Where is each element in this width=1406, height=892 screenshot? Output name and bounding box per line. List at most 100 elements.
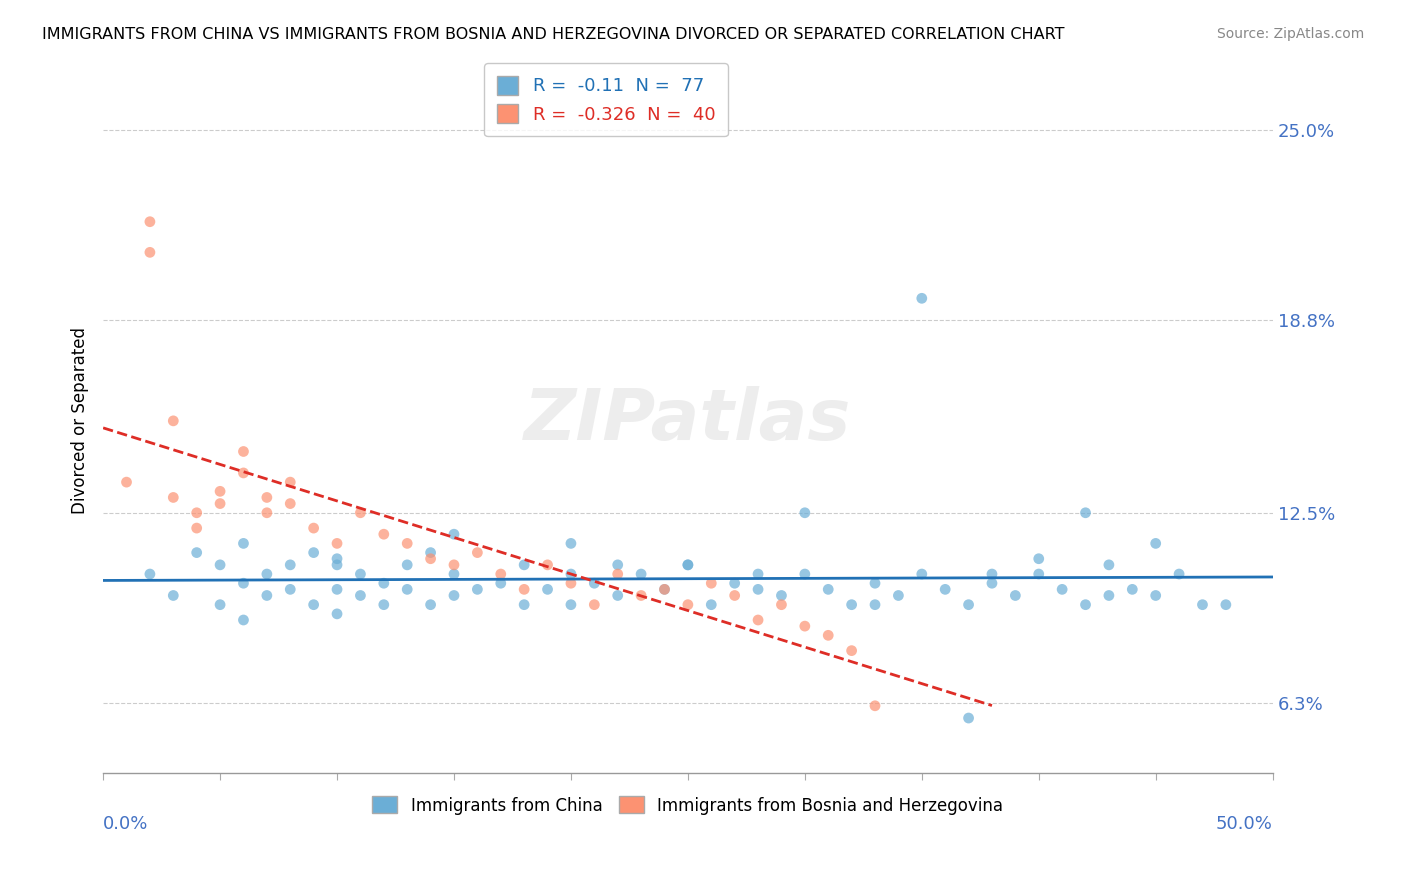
- Point: [302, 598, 325, 612]
- Point: [700, 598, 723, 612]
- Point: [373, 576, 395, 591]
- Point: [373, 527, 395, 541]
- Point: [326, 536, 349, 550]
- Point: [770, 589, 793, 603]
- Point: [396, 536, 419, 550]
- Point: [186, 546, 208, 560]
- Point: [957, 711, 980, 725]
- Point: [396, 582, 419, 597]
- Point: [676, 558, 699, 572]
- Point: [700, 576, 723, 591]
- Point: [443, 589, 465, 603]
- Point: [256, 491, 278, 505]
- Point: [863, 698, 886, 713]
- Point: [373, 598, 395, 612]
- Point: [1121, 582, 1143, 597]
- Point: [349, 567, 371, 582]
- Point: [115, 475, 138, 490]
- Point: [747, 582, 769, 597]
- Point: [513, 558, 536, 572]
- Point: [934, 582, 956, 597]
- Point: [1074, 506, 1097, 520]
- Point: [911, 567, 934, 582]
- Point: [1098, 558, 1121, 572]
- Point: [139, 215, 162, 229]
- Point: [443, 527, 465, 541]
- Point: [232, 613, 254, 627]
- Point: [1004, 589, 1026, 603]
- Point: [256, 589, 278, 603]
- Point: [419, 551, 441, 566]
- Point: [560, 567, 582, 582]
- Point: [513, 582, 536, 597]
- Point: [209, 558, 232, 572]
- Point: [326, 551, 349, 566]
- Point: [443, 558, 465, 572]
- Point: [256, 567, 278, 582]
- Point: [489, 567, 512, 582]
- Point: [536, 582, 558, 597]
- Text: ZIPatlas: ZIPatlas: [524, 386, 852, 455]
- Point: [911, 291, 934, 305]
- Point: [1028, 551, 1050, 566]
- Point: [606, 558, 628, 572]
- Text: Source: ZipAtlas.com: Source: ZipAtlas.com: [1216, 27, 1364, 41]
- Y-axis label: Divorced or Separated: Divorced or Separated: [72, 327, 89, 515]
- Point: [139, 245, 162, 260]
- Point: [654, 582, 676, 597]
- Point: [1215, 598, 1237, 612]
- Point: [1074, 598, 1097, 612]
- Text: IMMIGRANTS FROM CHINA VS IMMIGRANTS FROM BOSNIA AND HERZEGOVINA DIVORCED OR SEPA: IMMIGRANTS FROM CHINA VS IMMIGRANTS FROM…: [42, 27, 1064, 42]
- Point: [162, 491, 184, 505]
- Point: [467, 546, 489, 560]
- Point: [396, 558, 419, 572]
- Point: [419, 546, 441, 560]
- Point: [209, 598, 232, 612]
- Point: [654, 582, 676, 597]
- Text: 50.0%: 50.0%: [1216, 815, 1272, 833]
- Point: [747, 567, 769, 582]
- Point: [560, 598, 582, 612]
- Point: [1028, 567, 1050, 582]
- Point: [583, 598, 606, 612]
- Point: [186, 506, 208, 520]
- Point: [1098, 589, 1121, 603]
- Point: [583, 576, 606, 591]
- Point: [817, 582, 839, 597]
- Point: [560, 576, 582, 591]
- Point: [278, 497, 301, 511]
- Point: [186, 521, 208, 535]
- Point: [139, 567, 162, 582]
- Point: [630, 567, 652, 582]
- Point: [793, 506, 815, 520]
- Point: [302, 546, 325, 560]
- Point: [232, 576, 254, 591]
- Point: [747, 613, 769, 627]
- Point: [419, 598, 441, 612]
- Point: [232, 466, 254, 480]
- Point: [256, 506, 278, 520]
- Point: [606, 567, 628, 582]
- Point: [1144, 536, 1167, 550]
- Point: [1050, 582, 1073, 597]
- Legend: Immigrants from China, Immigrants from Bosnia and Herzegovina: Immigrants from China, Immigrants from B…: [366, 789, 1010, 822]
- Point: [863, 576, 886, 591]
- Point: [536, 558, 558, 572]
- Point: [467, 582, 489, 597]
- Point: [676, 598, 699, 612]
- Point: [770, 598, 793, 612]
- Point: [724, 576, 747, 591]
- Point: [349, 589, 371, 603]
- Point: [278, 582, 301, 597]
- Point: [1144, 589, 1167, 603]
- Text: 0.0%: 0.0%: [103, 815, 149, 833]
- Point: [724, 589, 747, 603]
- Point: [232, 536, 254, 550]
- Point: [1168, 567, 1191, 582]
- Point: [278, 558, 301, 572]
- Point: [162, 589, 184, 603]
- Point: [793, 619, 815, 633]
- Point: [630, 589, 652, 603]
- Point: [209, 484, 232, 499]
- Point: [676, 558, 699, 572]
